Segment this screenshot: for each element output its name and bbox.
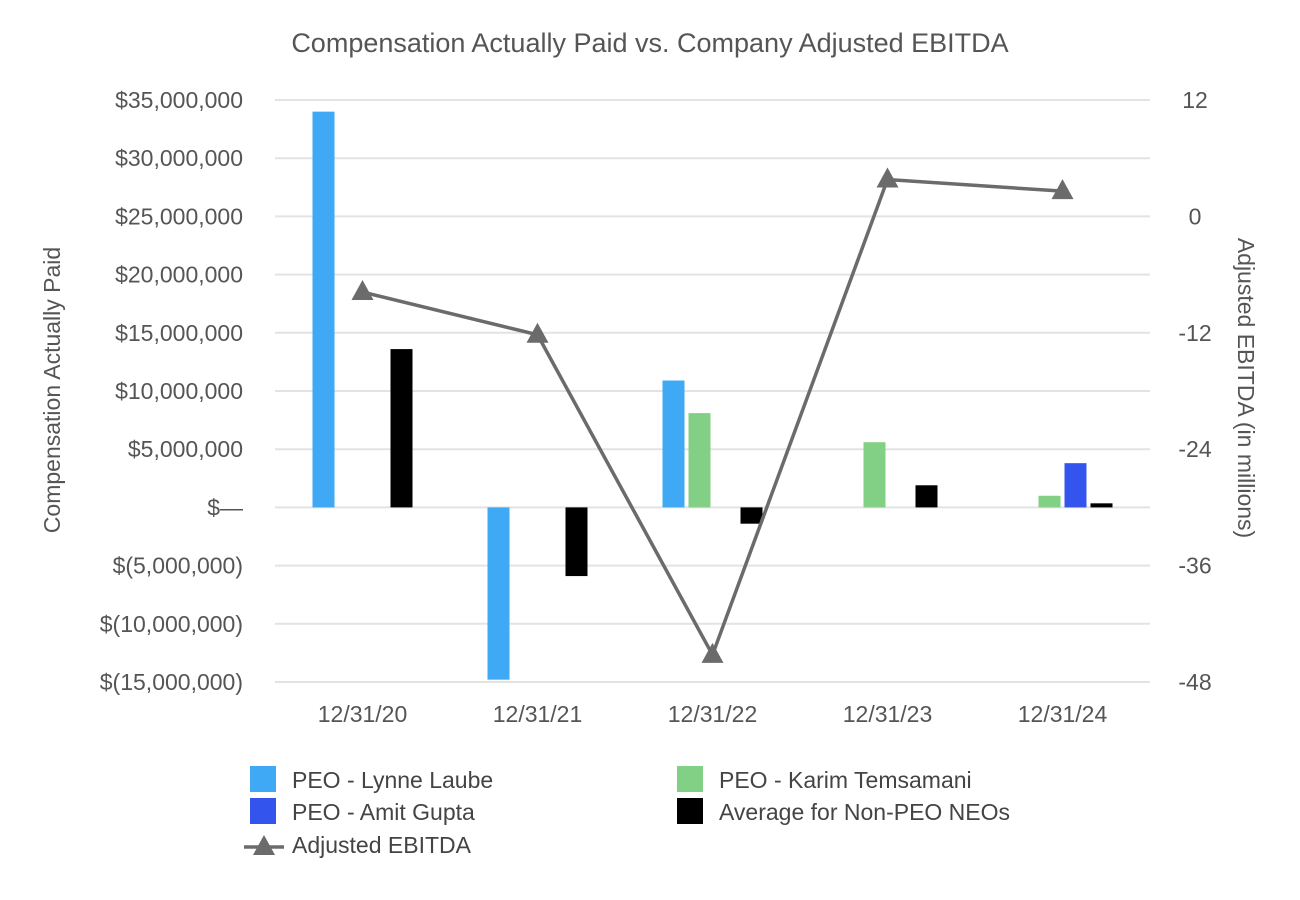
bar	[565, 507, 588, 577]
legend-triangle	[253, 835, 275, 855]
legend-item: PEO - Amit Gupta	[250, 798, 475, 825]
y-tick-label-left: $—	[207, 494, 243, 520]
right-axis-ticks: 12 0 -12 -24 -36 -48	[1178, 87, 1211, 695]
bar	[662, 380, 685, 508]
chart-title: Compensation Actually Paid vs. Company A…	[291, 28, 1008, 58]
y-tick-label-right: -12	[1178, 320, 1211, 346]
legend-label: PEO - Amit Gupta	[292, 799, 475, 825]
ebitda-point	[1051, 179, 1074, 200]
y-tick-label-right: -48	[1178, 669, 1211, 695]
y-tick-label-right: -24	[1178, 436, 1211, 462]
x-tick-label: 12/31/21	[493, 701, 583, 727]
ebitda-point	[526, 322, 549, 343]
legend-swatch	[250, 798, 276, 824]
bar	[312, 111, 335, 508]
legend-swatch	[250, 766, 276, 792]
y-tick-label-left: $(10,000,000)	[100, 611, 243, 637]
gridlines	[275, 99, 1150, 683]
y-tick-label-left: $10,000,000	[115, 378, 243, 404]
bars	[312, 111, 1113, 680]
legend-label: Average for Non-PEO NEOs	[719, 799, 1010, 825]
x-tick-label: 12/31/20	[318, 701, 408, 727]
ebitda-line-path	[362, 177, 1063, 657]
legend: PEO - Lynne Laube PEO - Karim Temsamani PE…	[244, 766, 1010, 858]
y-tick-label-right: 0	[1189, 203, 1202, 229]
y-tick-label-left: $5,000,000	[128, 436, 243, 462]
legend-item: PEO - Lynne Laube	[250, 766, 493, 793]
bar	[740, 507, 763, 524]
bar	[863, 442, 886, 508]
legend-item: Average for Non-PEO NEOs	[677, 798, 1010, 825]
x-axis-ticks: 12/31/20 12/31/21 12/31/22 12/31/23 12/31/24	[318, 701, 1108, 727]
y-tick-label-left: $15,000,000	[115, 320, 243, 346]
y-tick-label-left: $(5,000,000)	[113, 553, 243, 579]
bar	[915, 485, 938, 508]
x-tick-label: 12/31/22	[668, 701, 758, 727]
legend-label: PEO - Karim Temsamani	[719, 767, 972, 793]
bar	[1090, 503, 1113, 508]
legend-item: PEO - Karim Temsamani	[677, 766, 972, 793]
legend-label: PEO - Lynne Laube	[292, 767, 493, 793]
ebitda-point	[701, 642, 724, 663]
ebitda-point	[351, 280, 374, 301]
legend-swatch	[677, 766, 703, 792]
ebitda-line	[351, 167, 1074, 663]
y-tick-label-left: $30,000,000	[115, 145, 243, 171]
legend-item: Adjusted EBITDA	[244, 832, 472, 858]
legend-label: Adjusted EBITDA	[292, 832, 472, 858]
y-tick-label-left: $20,000,000	[115, 262, 243, 288]
y-tick-label-left: $(15,000,000)	[100, 669, 243, 695]
y-tick-label-left: $25,000,000	[115, 203, 243, 229]
bar	[487, 507, 510, 680]
x-tick-label: 12/31/24	[1018, 701, 1108, 727]
bar	[688, 413, 711, 508]
bar	[390, 349, 413, 508]
bar	[1064, 463, 1087, 508]
y-tick-label-left: $35,000,000	[115, 87, 243, 113]
y-tick-label-right: 12	[1182, 87, 1208, 113]
ebitda-point	[876, 167, 899, 188]
left-axis-ticks: $35,000,000 $30,000,000 $25,000,000 $20,000…	[100, 87, 243, 695]
x-tick-label: 12/31/23	[843, 701, 933, 727]
y-axis-label-right: Adjusted EBITDA (in millions)	[1233, 238, 1259, 538]
bar	[1038, 495, 1061, 508]
y-axis-label-left: Compensation Actually Paid	[39, 247, 65, 533]
legend-swatch	[677, 798, 703, 824]
y-tick-label-right: -36	[1178, 553, 1211, 579]
